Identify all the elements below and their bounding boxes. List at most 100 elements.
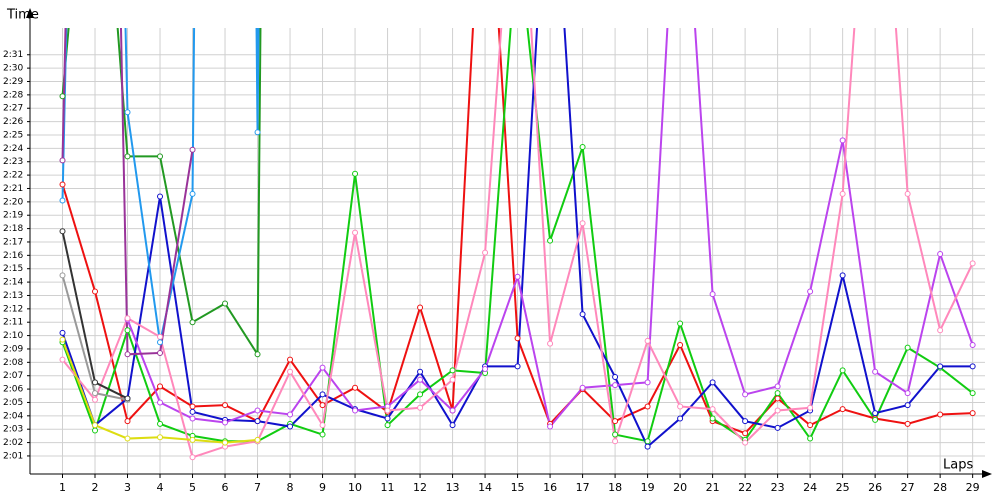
point [92,427,99,434]
point [514,335,521,342]
point [124,327,131,334]
point [287,411,294,418]
point [157,420,164,427]
point [839,137,846,144]
x-tick-label: 6 [222,481,229,494]
point [579,220,586,227]
point [579,311,586,318]
y-tick-label: 2:12 [3,304,23,314]
y-tick-label: 2:01 [3,451,23,461]
point [157,349,164,356]
point [287,356,294,363]
y-tick-label: 2:18 [3,224,23,234]
point [254,436,261,443]
series-line [61,28,974,443]
point [547,340,554,347]
point [709,415,716,422]
point [59,336,66,343]
point [904,402,911,409]
x-tick-label: 16 [543,481,557,494]
point [189,415,196,422]
point [839,190,846,197]
x-tick-label: 19 [641,481,655,494]
point [124,315,131,322]
point [189,408,196,415]
point [189,190,196,197]
y-tick-label: 2:23 [3,157,23,167]
point [872,410,879,417]
point [92,288,99,295]
point [839,272,846,279]
point [254,407,261,414]
point [287,423,294,430]
y-tick-label: 2:05 [3,398,23,408]
y-tick-label: 2:30 [3,64,23,74]
point [709,379,716,386]
point [59,272,66,279]
point [124,435,131,442]
point [449,422,456,429]
y-tick-label: 2:26 [3,117,23,127]
point [612,431,619,438]
point [449,407,456,414]
x-arrow [982,470,992,478]
point [774,407,781,414]
point [774,424,781,431]
point [222,300,229,307]
point [807,422,814,429]
point [417,368,424,375]
point [157,339,164,346]
point [124,109,131,116]
point [384,422,391,429]
point [677,415,684,422]
point [189,454,196,461]
point [579,384,586,391]
y-tick-label: 2:07 [3,371,23,381]
point [742,439,749,446]
point [222,439,229,446]
point [807,288,814,295]
point [59,197,66,204]
point [319,422,326,429]
series-line [61,28,262,358]
point [644,443,651,450]
point [969,363,976,370]
point [839,367,846,374]
point [774,383,781,390]
series-line [61,28,260,343]
point [612,374,619,381]
point [904,390,911,397]
point [157,434,164,441]
x-tick-label: 1 [59,481,66,494]
x-tick-label: 5 [189,481,196,494]
point [319,391,326,398]
point [547,423,554,430]
y-tick-label: 2:25 [3,130,23,140]
point [904,420,911,427]
point [319,431,326,438]
point [644,438,651,445]
y-tick-label: 2:20 [3,197,23,207]
x-tick-label: 11 [381,481,395,494]
x-tick-label: 18 [608,481,622,494]
y-tick-label: 2:14 [3,278,23,288]
point [124,351,131,358]
point [384,407,391,414]
point [969,341,976,348]
point [384,415,391,422]
x-tick-label: 14 [478,481,492,494]
point [514,273,521,280]
point [839,406,846,413]
point [417,304,424,311]
point [547,237,554,244]
point [937,327,944,334]
x-tick-label: 2 [92,481,99,494]
y-tick-label: 2:29 [3,77,23,87]
point [92,422,99,429]
y-tick-label: 2:19 [3,211,23,221]
x-tick-label: 17 [576,481,590,494]
point [92,390,99,397]
y-tick-label: 2:02 [3,438,23,448]
y-tick-label: 2:09 [3,344,23,354]
point [254,351,261,358]
